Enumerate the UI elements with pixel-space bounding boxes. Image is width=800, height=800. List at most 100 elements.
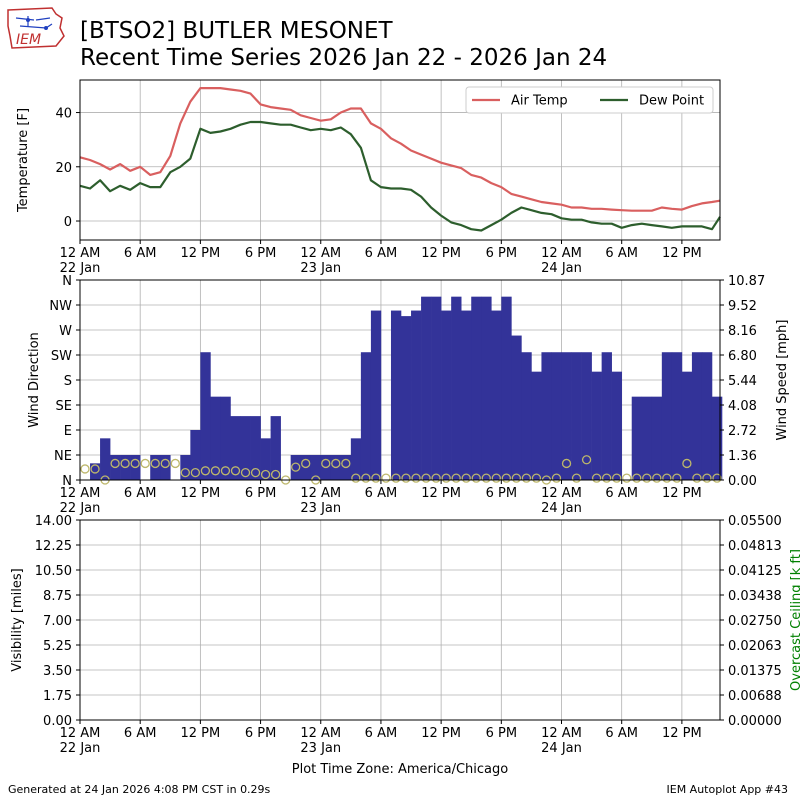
vis-y-tick-label: 1.75 [43, 689, 72, 704]
wind-direction-bar [491, 310, 502, 480]
temp-x-tick-label: 6 AM [605, 246, 638, 261]
wind-speed-marker [190, 467, 201, 478]
wind-speed-marker [240, 467, 251, 478]
wind-speed-tick-label: 6.80 [728, 349, 757, 364]
wind-direction-bar [651, 396, 663, 480]
wind-speed-marker [421, 473, 431, 483]
vis-y2-tick-label: 0.00000 [728, 714, 782, 729]
wind-speed-marker [451, 473, 461, 483]
wind-speed-marker [200, 466, 211, 476]
vis-y-tick-label: 7.00 [43, 614, 72, 629]
legend: Air Temp Dew Point [465, 86, 714, 114]
wind-speed-marker [260, 469, 271, 480]
wind-speed-tick-label: 1.36 [728, 449, 757, 464]
wind-speed-marker [471, 473, 481, 483]
wind-speed-marker [170, 458, 180, 469]
wind-x-date-label: 23 Jan [300, 501, 341, 516]
wind-direction-bar [260, 438, 271, 480]
wind-direction-bar [200, 352, 211, 480]
wind-speed-marker [441, 473, 451, 483]
wind-speed-marker [230, 466, 241, 476]
legend-label: Dew Point [639, 94, 704, 109]
wind-direction-bar [631, 396, 643, 480]
wind-direction-bar [350, 438, 362, 480]
wind-direction-bar [551, 352, 562, 480]
wind-direction-bar [661, 352, 673, 480]
wind-direction-bar [360, 352, 372, 480]
logo-text: IEM [16, 32, 41, 48]
vis-y2-tick-label: 0.05500 [728, 514, 782, 529]
wind-speed-marker [642, 473, 652, 483]
wind-speed-marker [250, 467, 261, 478]
wind-direction-bar [451, 296, 462, 480]
wind-speed-tick-label: 10.87 [728, 274, 765, 289]
wind-x-tick-label: 12 AM [541, 486, 582, 501]
wind-speed-marker [712, 473, 722, 483]
wind-direction-bar [421, 296, 432, 480]
temp-y-axis-label: Temperature [F] [16, 108, 31, 213]
wind-dir-tick-label: W [59, 324, 72, 339]
wind-x-date-label: 22 Jan [60, 501, 101, 516]
vis-x-date-label: 23 Jan [300, 741, 341, 756]
temp-y-tick-label: 40 [55, 107, 72, 122]
wind-speed-marker [571, 473, 582, 483]
vis-y-axis-label: Visibility [miles] [10, 568, 25, 671]
wind-panel: 12 AM 6 AM 12 PM 6 PM 12 AM 6 AM 12 PM 6 PM 12 A… [27, 274, 790, 516]
vis-y2-tick-label: 0.04125 [728, 564, 782, 579]
wind-x-tick-label: 6 AM [124, 486, 157, 501]
wind-speed-marker [130, 458, 140, 469]
wind-direction-bar [681, 371, 693, 480]
temp-x-tick-label: 12 AM [60, 246, 101, 261]
x-axis-label: Plot Time Zone: America/Chicago [291, 762, 509, 777]
vis-x-date-label: 22 Jan [60, 741, 101, 756]
wind-direction-bar [531, 371, 542, 480]
visibility-panel: 12 AM 6 AM 12 PM 6 PM 12 AM 6 AM 12 PM 6 PM 12 A… [10, 514, 800, 756]
wind-speed-marker [581, 455, 592, 465]
wind-speed-marker [401, 473, 411, 483]
wind-speed-marker [160, 458, 170, 469]
wind-direction-bar [481, 296, 492, 480]
vis-y2-tick-label: 0.01375 [728, 664, 782, 679]
wind-direction-bar [701, 352, 713, 480]
wind-direction-bar [611, 371, 622, 480]
wind-dir-tick-label: SE [56, 399, 72, 414]
wind-speed-marker [481, 473, 491, 483]
app-note: IEM Autoplot App #43 [666, 783, 789, 796]
wind-speed-marker [341, 458, 351, 469]
temp-x-tick-label: 6 AM [365, 246, 398, 261]
wind-direction-bar [691, 352, 703, 480]
wind-speed-marker [150, 458, 160, 469]
wind-speed-marker [511, 473, 522, 483]
wind-x-tick-label: 12 AM [60, 486, 101, 501]
wind-direction-bar [290, 455, 301, 480]
wind-direction-bar [441, 310, 452, 480]
wind-speed-marker [501, 473, 511, 483]
wind-dir-tick-label: NE [54, 449, 72, 464]
temp-x-tick-label: 6 PM [245, 246, 276, 261]
vis-x-tick-label: 12 PM [662, 726, 702, 741]
temp-x-tick-label: 12 AM [300, 246, 341, 261]
wind-direction-bar [711, 396, 723, 480]
wind-speed-marker [411, 473, 421, 483]
vis-y2-tick-label: 0.02750 [728, 614, 782, 629]
wind-direction-bar [401, 316, 412, 480]
wind-x-tick-label: 12 PM [181, 486, 221, 501]
wind-speed-marker [672, 473, 682, 483]
vis-y2-tick-label: 0.03438 [728, 589, 782, 604]
vis-x-tick-label: 6 AM [124, 726, 157, 741]
wind-speed-marker [702, 473, 712, 483]
vis-x-date-label: 24 Jan [541, 741, 582, 756]
vis-y2-tick-label: 0.00688 [728, 689, 782, 704]
wind-speed-marker [351, 473, 361, 483]
wind-direction-bar [471, 296, 482, 480]
wind-speed-marker [521, 473, 532, 483]
wind-speed-marker [622, 473, 632, 483]
vis-x-tick-label: 6 PM [245, 726, 276, 741]
wind-x-tick-label: 12 PM [421, 486, 461, 501]
wind-dir-tick-label: N [62, 474, 72, 489]
wind-x-date-label: 24 Jan [541, 501, 582, 516]
wind-speed-marker [371, 473, 381, 483]
wind-dir-tick-label: SW [51, 349, 72, 364]
wind-speed-tick-label: 8.16 [728, 324, 757, 339]
